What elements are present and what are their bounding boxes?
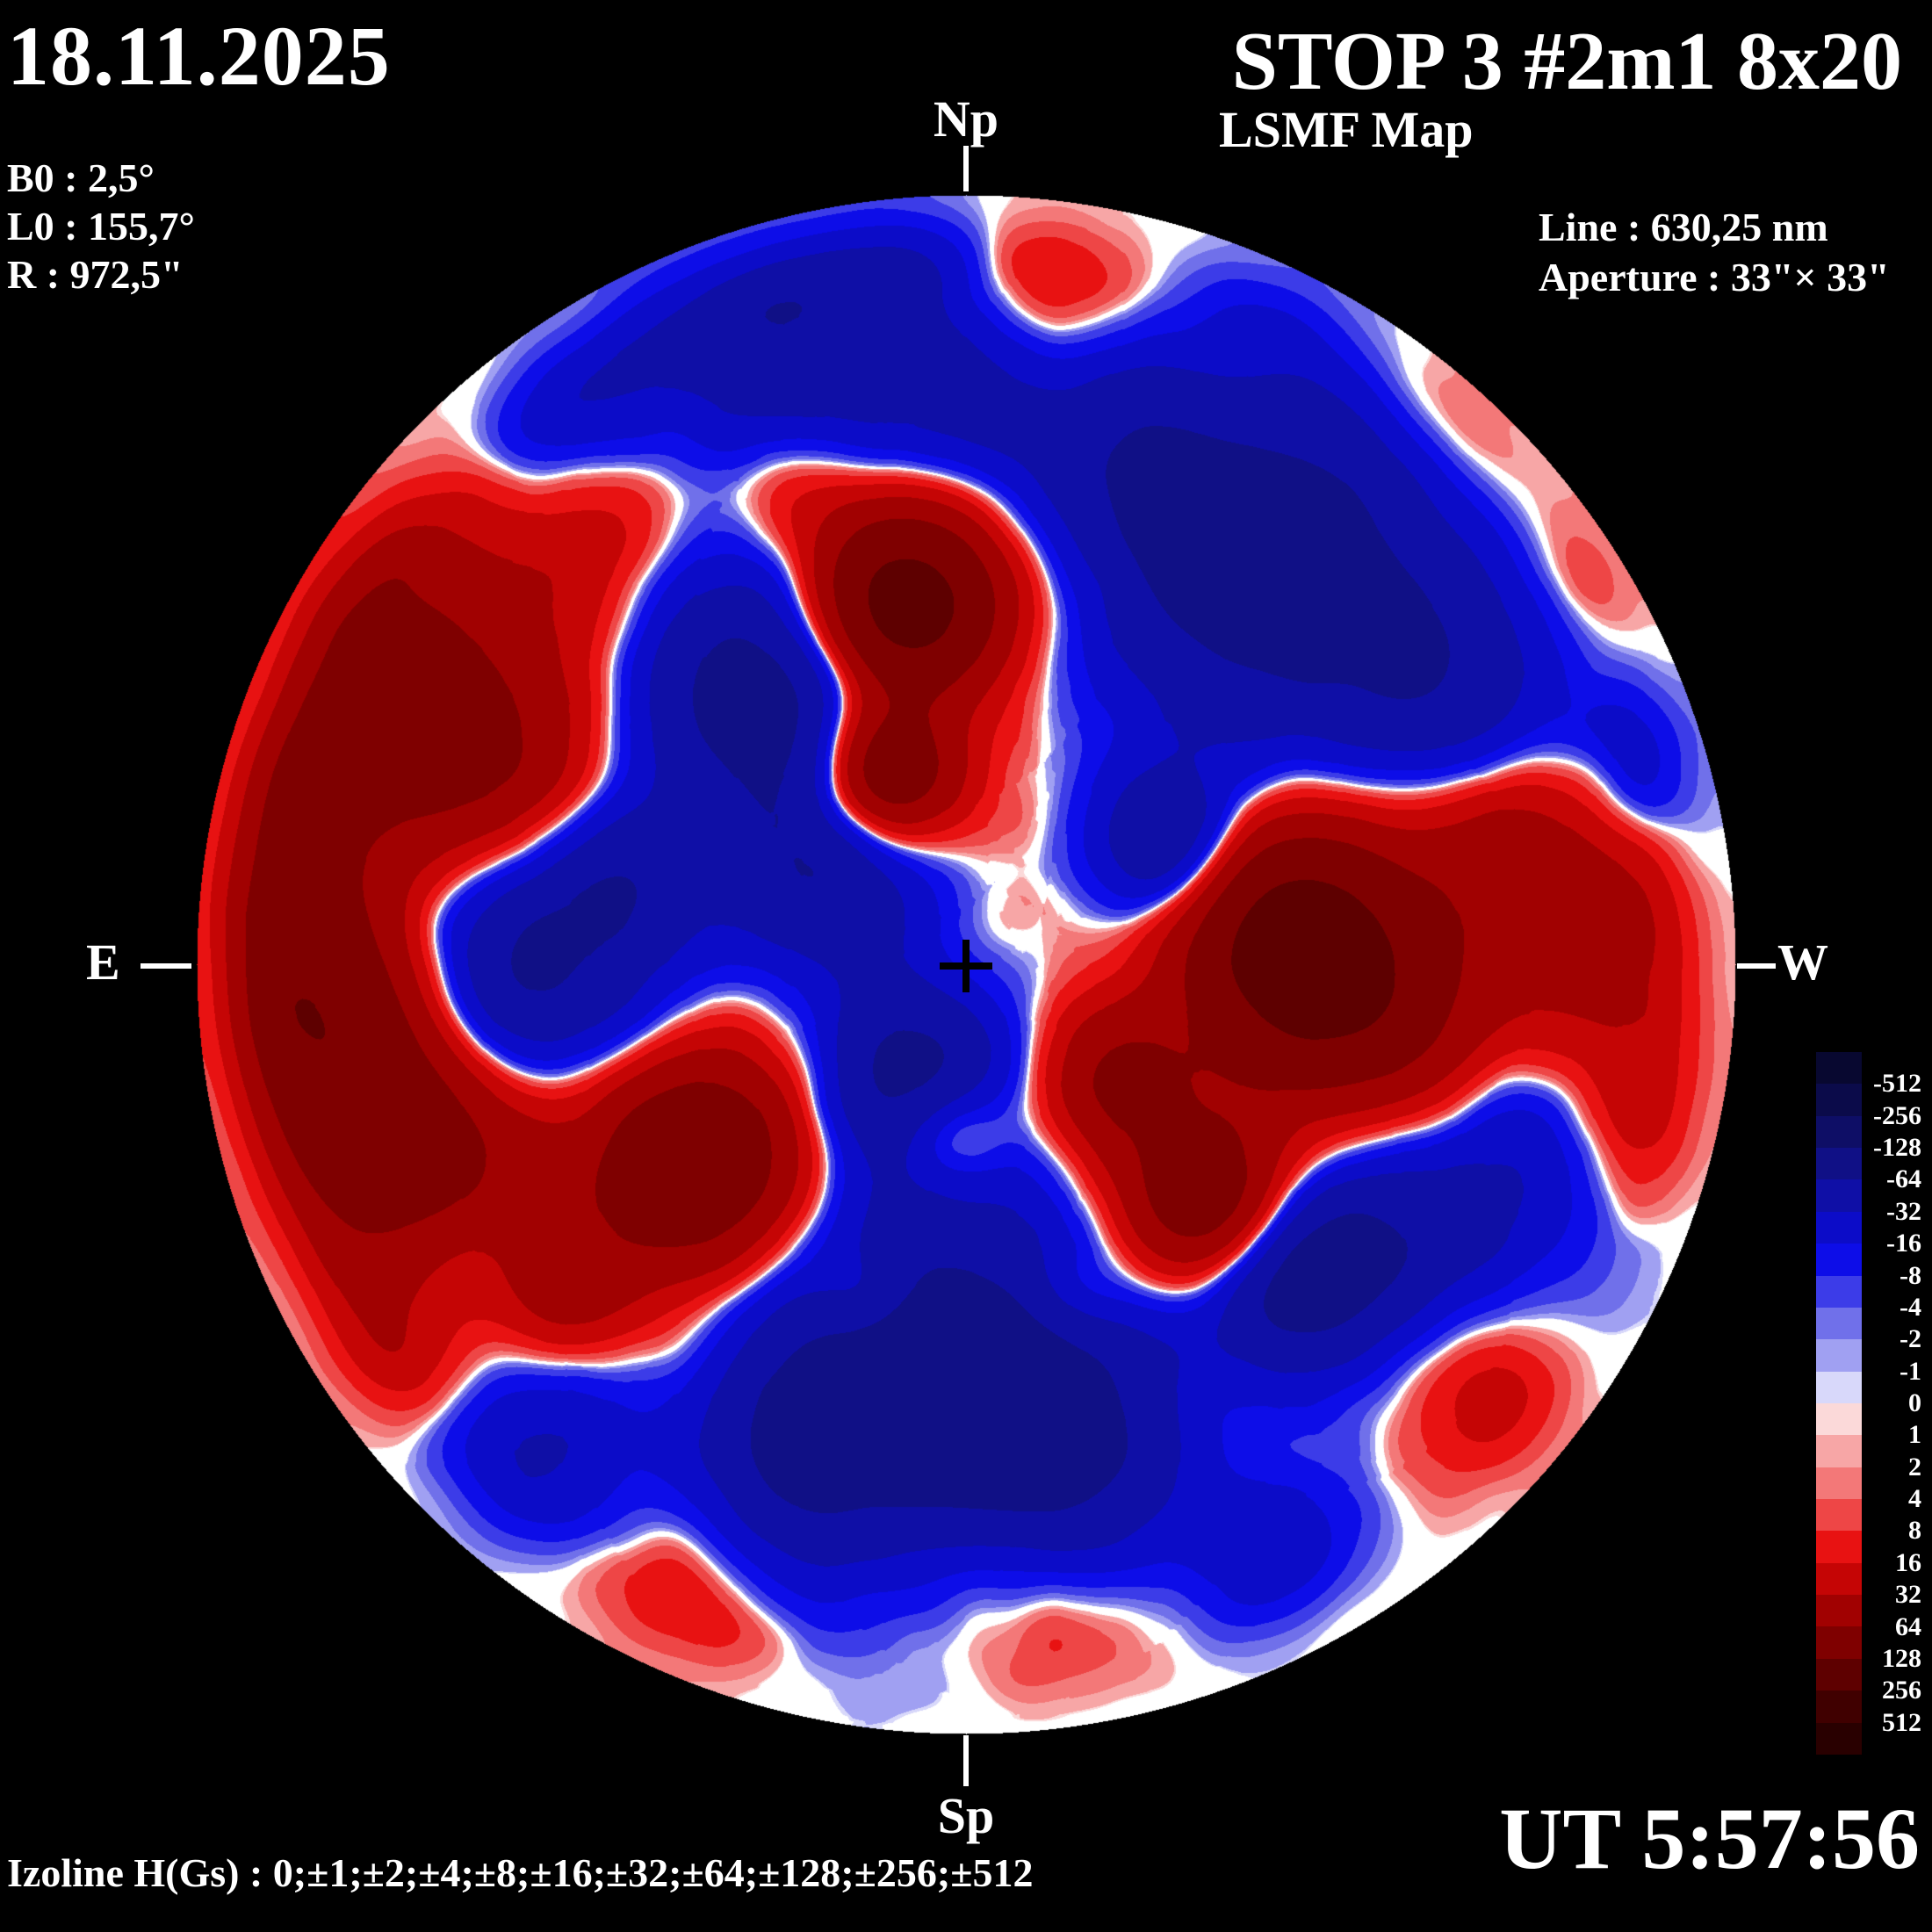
colorbar-tick-label: -128 [1873,1133,1921,1163]
colorbar-tick-label: 2 [1908,1452,1921,1481]
colorbar-tick-label: 256 [1882,1676,1921,1705]
colorbar-tick-label: -256 [1873,1100,1921,1130]
colorbar-segment [1816,1626,1862,1659]
colorbar-tick-label: -16 [1886,1229,1921,1258]
colorbar-segment [1816,1595,1862,1627]
colorbar-tick-label: -1 [1900,1356,1921,1386]
colorbar-segment [1816,1658,1862,1691]
radius-value: R : 972,5" [7,252,184,297]
colorbar-segment [1816,1052,1862,1085]
colorbar-tick-label: 128 [1882,1643,1921,1673]
universal-time-label: UT 5:57:56 [1499,1790,1920,1887]
l0-value: L0 : 155,7° [7,204,195,249]
colorbar-tick-label: -64 [1886,1164,1921,1194]
east-tick [141,963,191,969]
colorbar-tick-label: -512 [1873,1069,1921,1099]
colorbar-segment [1816,1211,1862,1244]
colorbar-segment [1816,1307,1862,1340]
colorbar-segment [1816,1467,1862,1500]
colorbar-tick-label: 1 [1908,1420,1921,1450]
colorbar-segment [1816,1148,1862,1180]
disk-center-marker [962,940,970,992]
colorbar-segment [1816,1722,1862,1755]
colorbar [1816,1052,1862,1755]
colorbar-tick-label: 512 [1882,1707,1921,1737]
south-tick [963,1735,969,1786]
colorbar-segment [1816,1531,1862,1563]
map-subtitle: LSMF Map [1219,101,1474,158]
colorbar-tick-label: 16 [1895,1547,1921,1577]
north-tick [963,146,969,191]
colorbar-tick-label: 64 [1895,1611,1921,1641]
colorbar-tick-label: 4 [1908,1484,1921,1514]
colorbar-segment [1816,1179,1862,1212]
colorbar-tick-label: -8 [1900,1260,1921,1290]
colorbar-tick-label: 0 [1908,1388,1921,1417]
colorbar-segment [1816,1499,1862,1532]
colorbar-segment [1816,1435,1862,1467]
colorbar-segment [1816,1402,1862,1436]
north-pole-label: Np [933,90,999,148]
izoline-levels-label: Izoline H(Gs) : 0;±1;±2;±4;±8;±16;±32;±6… [7,1850,1034,1895]
date-label: 18.11.2025 [7,9,391,103]
south-pole-label: Sp [937,1787,995,1844]
colorbar-segment [1816,1084,1862,1116]
colorbar-segment [1816,1115,1862,1149]
colorbar-tick-label: -32 [1886,1196,1921,1226]
colorbar-segment [1816,1562,1862,1596]
colorbar-segment [1816,1690,1862,1723]
west-tick [1737,963,1776,969]
line-wavelength: Line : 630,25 nm [1539,205,1828,249]
colorbar-segment [1816,1275,1862,1308]
b0-value: B0 : 2,5° [7,155,155,200]
colorbar-tick-label: 8 [1908,1516,1921,1546]
east-label: E [86,934,120,991]
colorbar-segment [1816,1371,1862,1403]
colorbar-segment [1816,1339,1862,1372]
west-label: W [1777,934,1828,991]
colorbar-segment [1816,1244,1862,1276]
colorbar-tick-label: -4 [1900,1292,1921,1322]
colorbar-tick-label: -2 [1900,1324,1921,1354]
aperture-value: Aperture : 33"× 33" [1539,255,1890,299]
page-title: STOP 3 #2m1 8x20 [1231,16,1902,107]
colorbar-tick-label: 32 [1895,1580,1921,1610]
